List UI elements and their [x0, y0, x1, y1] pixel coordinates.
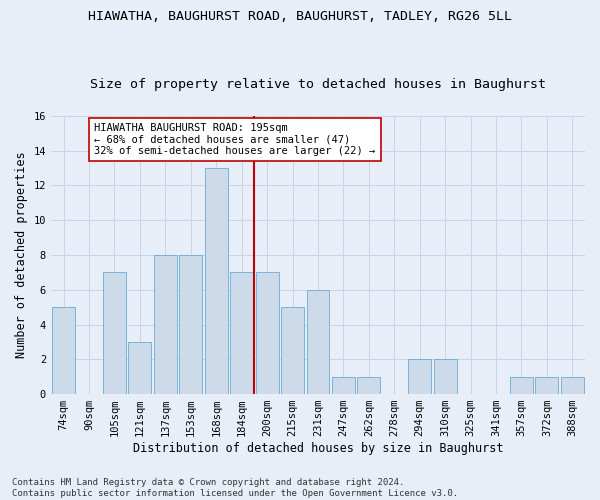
Bar [307, 290, 329, 394]
Bar [358, 376, 380, 394]
Bar [561, 376, 584, 394]
Bar [256, 272, 278, 394]
Bar [205, 168, 227, 394]
Bar [281, 307, 304, 394]
Text: HIAWATHA BAUGHURST ROAD: 195sqm
← 68% of detached houses are smaller (47)
32% of: HIAWATHA BAUGHURST ROAD: 195sqm ← 68% of… [94, 122, 376, 156]
Text: Contains HM Land Registry data © Crown copyright and database right 2024.
Contai: Contains HM Land Registry data © Crown c… [12, 478, 458, 498]
Bar [52, 307, 75, 394]
Bar [535, 376, 558, 394]
Y-axis label: Number of detached properties: Number of detached properties [15, 152, 28, 358]
Bar [332, 376, 355, 394]
Bar [408, 360, 431, 394]
Bar [434, 360, 457, 394]
Title: Size of property relative to detached houses in Baughurst: Size of property relative to detached ho… [90, 78, 546, 91]
Bar [179, 255, 202, 394]
Bar [154, 255, 177, 394]
X-axis label: Distribution of detached houses by size in Baughurst: Distribution of detached houses by size … [133, 442, 503, 455]
Bar [103, 272, 126, 394]
Bar [230, 272, 253, 394]
Bar [128, 342, 151, 394]
Text: HIAWATHA, BAUGHURST ROAD, BAUGHURST, TADLEY, RG26 5LL: HIAWATHA, BAUGHURST ROAD, BAUGHURST, TAD… [88, 10, 512, 23]
Bar [510, 376, 533, 394]
